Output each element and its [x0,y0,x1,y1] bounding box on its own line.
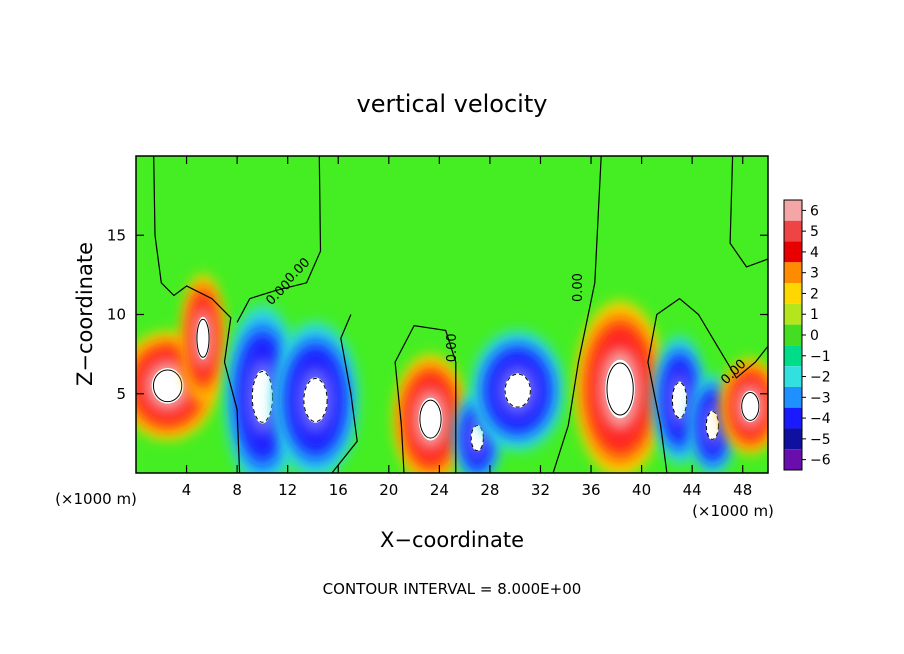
updraft-shade [151,367,184,404]
y-axis-label: Z−coordinate [73,242,97,386]
colorbar-swatch [784,366,802,387]
colorbar-swatch [784,428,802,450]
zero-contour [552,156,602,473]
downdraft-shade [470,424,484,452]
downdraft-cell [273,321,358,473]
zero-contour [331,314,358,473]
colorbar-swatch [784,262,802,284]
colorbar-label: −1 [810,349,831,365]
x-unit-left: (×1000 m) [55,490,137,508]
x-axis-label: X−coordinate [380,528,524,552]
x-tick-label: 44 [683,481,702,499]
zero-contour [647,297,768,473]
plot-area: 0.000.000.000.000.00 [136,156,768,473]
chart-title: vertical velocity [357,90,548,118]
x-unit-right: (×1000 m) [692,502,774,520]
x-tick-label: 40 [632,481,651,499]
updraft-shade [196,316,210,360]
colorbar-label: −6 [810,453,831,469]
colorbar-label: 4 [810,245,819,261]
colorbar-swatch [784,407,802,429]
x-tick-label: 4 [182,481,192,499]
updraft-cell [394,354,467,473]
y-tick-label: 10 [107,306,126,324]
colorbar-swatch [784,386,802,408]
zero-contour [394,324,457,473]
downdraft-cell [225,305,300,473]
downdraft-contour [705,411,719,440]
colorbar-swatch [784,220,802,242]
downdraft-shade [706,410,719,441]
x-tick-label: 32 [531,481,550,499]
updraft-contour [741,391,760,421]
x-tick-label: 8 [232,481,242,499]
colorbar-label: 2 [810,286,819,302]
colorbar-label: 5 [810,224,819,240]
updraft-contour [606,362,634,416]
colorbar-swatch [784,303,802,325]
downdraft-cell [471,330,564,451]
colorbar-swatch [784,324,802,346]
downdraft-shade [251,370,274,424]
zero-contour [729,156,768,268]
colorbar-swatch [784,283,802,304]
x-tick-label: 28 [480,481,499,499]
x-axis-ticks: 4 8 12 16 20 24 28 32 36 40 44 48 [182,156,752,499]
x-tick-label: 48 [733,481,752,499]
updraft-contour [419,399,442,439]
x-tick-label: 36 [581,481,600,499]
colorbar-swatch [784,345,802,367]
colorbar-label: −3 [810,390,831,406]
updraft-cell [575,301,665,473]
updraft-shade [605,359,635,419]
downdraft-contour [251,371,274,423]
downdraft-contour [470,424,484,452]
colorbar-label: −5 [810,432,831,448]
downdraft-contour [671,381,688,419]
velocity-cells [136,274,768,473]
colorbar-label: 3 [810,266,819,282]
colorbar: 6 5 4 3 2 1 0 −1 −2 −3 −4 −5 −6 [783,199,831,471]
contour-label: 0.00 [445,333,460,362]
updraft-contour [152,369,183,403]
colorbar-swatch [784,200,802,221]
colorbar-label: −2 [810,370,831,386]
zero-contour [153,156,241,473]
colorbar-swatch [784,449,802,470]
colorbar-label: 0 [810,328,819,344]
downdraft-contour [504,373,531,408]
updraft-cell [182,274,224,403]
x-tick-label: 16 [329,481,348,499]
y-axis-ticks: 5 10 15 [107,226,768,403]
contour-interval-note: CONTOUR INTERVAL = 8.000E+00 [323,580,582,598]
downdraft-shade [672,381,687,419]
colorbar-label: −4 [810,411,831,427]
colorbar-label: 1 [810,307,819,323]
downdraft-contour [303,378,328,423]
x-tick-label: 20 [379,481,398,499]
x-tick-label: 12 [278,481,297,499]
updraft-contour [196,318,210,358]
contour-label: 0.00 [571,273,586,302]
updraft-cell [721,359,768,454]
zero-contour [236,156,322,323]
y-tick-label: 15 [107,226,126,244]
colorbar-swatch [784,241,802,263]
y-tick-label: 5 [116,385,126,403]
x-tick-label: 24 [430,481,449,499]
updraft-shade [418,397,443,441]
downdraft-shade [303,377,328,423]
colorbar-label: 6 [810,203,819,219]
updraft-shade [740,390,760,423]
downdraft-shade [504,373,531,408]
